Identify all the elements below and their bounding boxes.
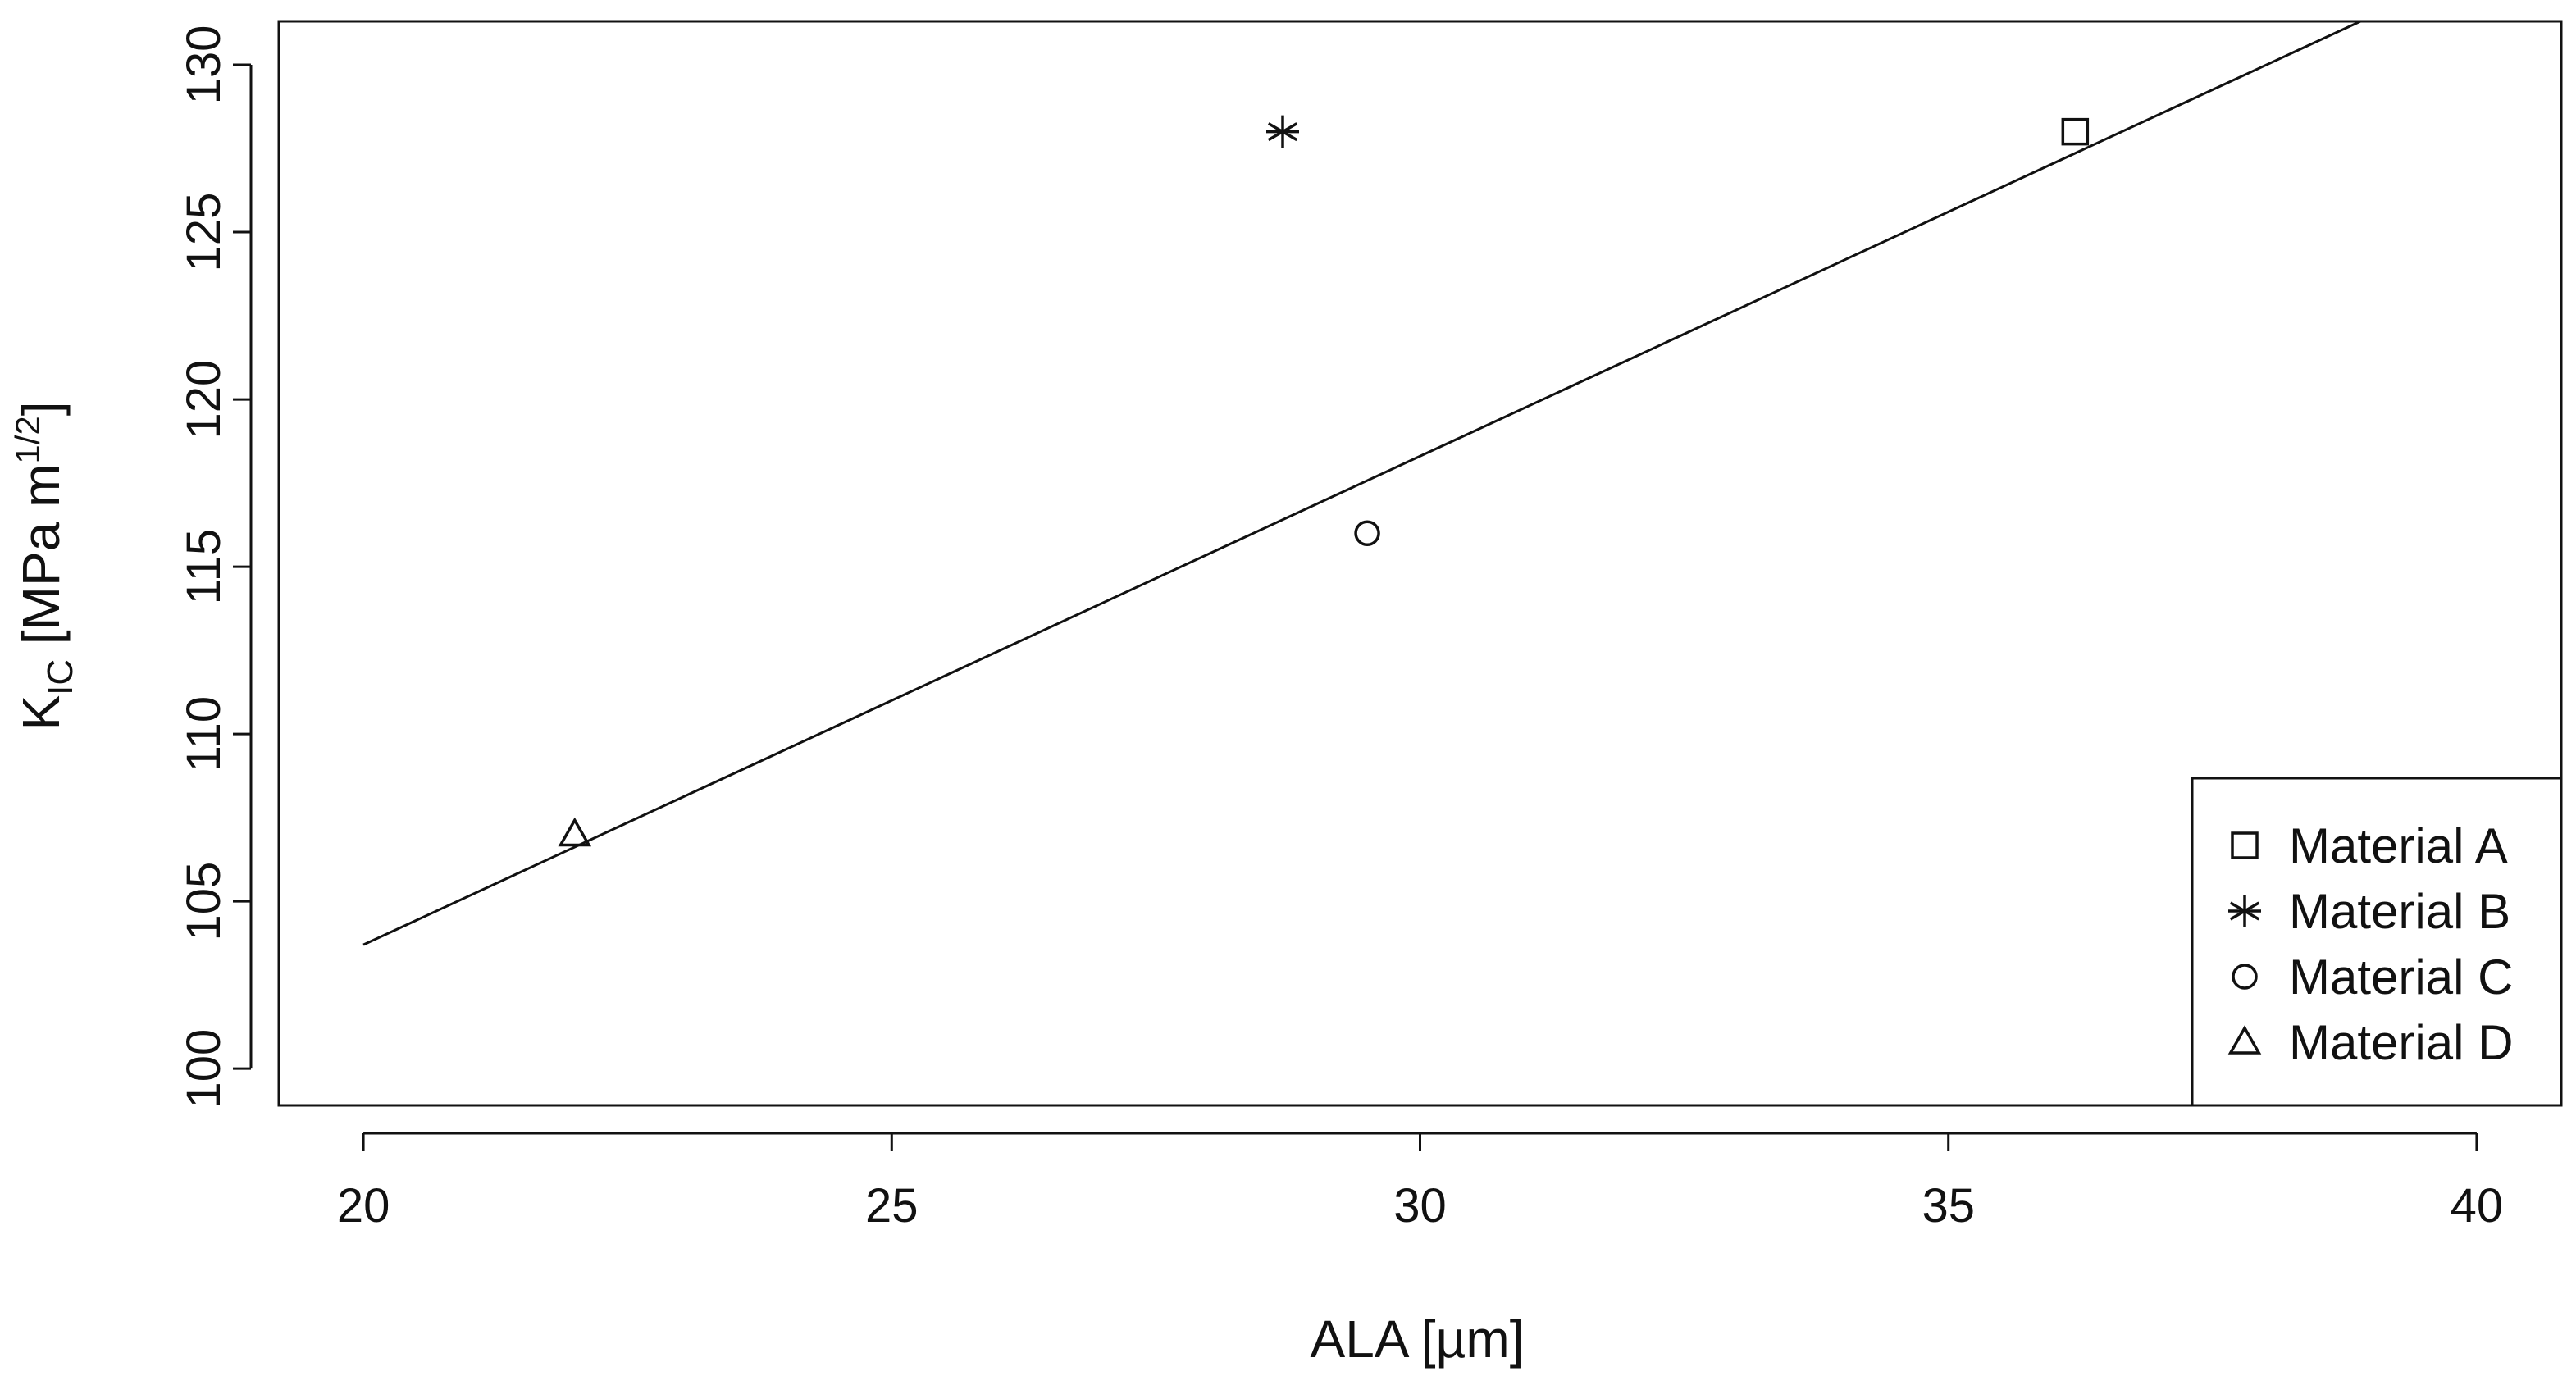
x-tick-label-30: 30 — [1393, 1179, 1447, 1232]
legend: Material A Material B Material C Material D — [2191, 777, 2563, 1107]
legend-label-material-d: Material D — [2289, 1015, 2513, 1070]
x-tick-label-40: 40 — [2451, 1179, 2504, 1232]
y-tick-label-110: 110 — [177, 696, 230, 772]
data-points — [558, 115, 2090, 847]
plot-frame — [277, 20, 2563, 1107]
fit-line — [362, 20, 2361, 946]
x-tick-label-20: 20 — [337, 1179, 390, 1232]
y-tick-label-105: 105 — [177, 862, 230, 941]
legend-items: Material A Material B Material C Material D — [2227, 818, 2513, 1070]
point-material-d — [558, 817, 592, 847]
y-tick-label-125: 125 — [177, 193, 230, 272]
legend-label-material-a: Material A — [2289, 818, 2508, 873]
x-axis: 20 25 30 35 40 — [337, 1132, 2504, 1232]
x-axis-title: ALA [µm] — [1311, 1310, 1525, 1369]
legend-marker-material-b — [2228, 895, 2261, 927]
y-tick-label-115: 115 — [177, 529, 230, 604]
x-tick-label-35: 35 — [1922, 1179, 1975, 1232]
legend-label-material-b: Material B — [2289, 884, 2510, 939]
point-material-c — [1354, 520, 1380, 547]
y-axis-title-unit-close: ] — [11, 401, 71, 416]
point-material-b — [1266, 115, 1299, 148]
y-axis-title-unit: [MPa m — [11, 464, 71, 659]
y-tick-label-120: 120 — [177, 360, 230, 440]
y-tick-label-100: 100 — [177, 1029, 230, 1109]
x-tick-label-25: 25 — [865, 1179, 919, 1232]
legend-marker-material-d — [2227, 1025, 2262, 1055]
point-material-a — [2061, 117, 2090, 146]
y-axis-title-subscript: IC — [40, 659, 80, 695]
y-axis: 100 105 110 115 120 125 130 — [177, 25, 253, 1109]
legend-marker-material-a — [2231, 831, 2259, 859]
y-axis-title-main: K — [11, 695, 71, 731]
y-tick-label-130: 130 — [177, 25, 230, 105]
legend-marker-material-c — [2232, 964, 2258, 990]
legend-label-material-c: Material C — [2289, 950, 2513, 1005]
y-axis-title: KIC [MPa m1/2] — [8, 401, 80, 730]
y-axis-title-superscript: 1/2 — [8, 416, 47, 463]
fit-line-group — [362, 20, 2361, 946]
